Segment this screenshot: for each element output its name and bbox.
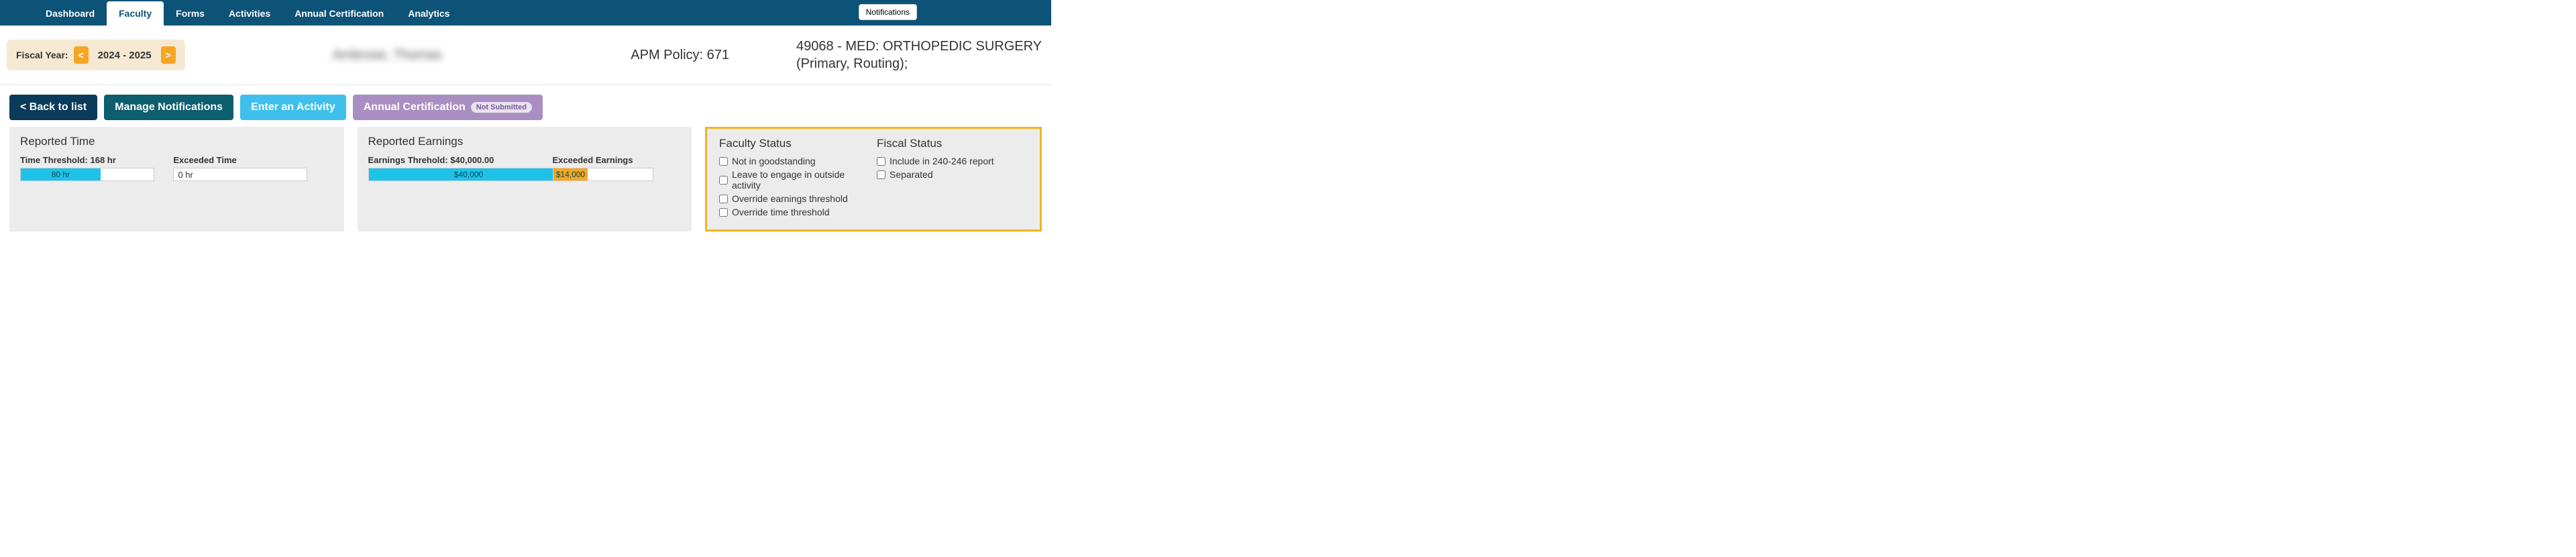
tab-faculty[interactable]: Faculty [107, 1, 164, 26]
tab-analytics[interactable]: Analytics [396, 1, 462, 26]
reported-time-title: Reported Time [20, 135, 333, 148]
faculty-status-check-1[interactable] [719, 176, 728, 185]
exceeded-time-label: Exceeded Time [173, 155, 323, 165]
faculty-status-opt-3[interactable]: Override time threshold [719, 207, 870, 217]
faculty-status-opt-2-label: Override earnings threshold [732, 193, 848, 204]
manage-notifications-button[interactable]: Manage Notifications [104, 95, 233, 120]
exceeded-earnings-bar-fill: $14,000 [553, 168, 588, 181]
exceeded-earnings-label: Exceeded Earnings [553, 155, 672, 165]
panels-row: Reported Time Time Threshold: 168 hr 80 … [0, 127, 1051, 232]
fiscal-status-opt-1-label: Separated [890, 169, 933, 180]
tab-forms[interactable]: Forms [164, 1, 217, 26]
faculty-status-check-0[interactable] [719, 157, 728, 166]
fiscal-year-prev-button[interactable]: < [74, 46, 89, 64]
tab-dashboard[interactable]: Dashboard [34, 1, 107, 26]
fiscal-status-opt-0-label: Include in 240-246 report [890, 156, 994, 166]
time-threshold-block: Time Threshold: 168 hr 80 hr [20, 155, 170, 181]
department-line2: (Primary, Routing); [796, 55, 1044, 72]
fiscal-year-next-button[interactable]: > [161, 46, 176, 64]
time-threshold-bar-fill: 80 hr [21, 168, 101, 181]
annual-certification-status-badge: Not Submitted [471, 102, 532, 113]
faculty-status-opt-0[interactable]: Not in goodstanding [719, 156, 870, 166]
content-wrap: Dashboard Faculty Forms Activities Annua… [0, 0, 1051, 232]
fiscal-status-title: Fiscal Status [877, 137, 1028, 150]
action-bar: < Back to list Manage Notifications Ente… [0, 85, 1051, 127]
department-line1: 49068 - MED: ORTHOPEDIC SURGERY [796, 38, 1044, 55]
faculty-status-opt-3-label: Override time threshold [732, 207, 830, 217]
tab-activities[interactable]: Activities [217, 1, 282, 26]
department-block: 49068 - MED: ORTHOPEDIC SURGERY (Primary… [796, 38, 1044, 72]
time-threshold-bar: 80 hr [20, 168, 154, 181]
person-name: Ambrose, Thomas [333, 48, 442, 63]
reported-earnings-panel: Reported Earnings Earnings Threhold: $40… [358, 127, 692, 232]
faculty-status-opt-0-label: Not in goodstanding [732, 156, 816, 166]
tab-annual-certification[interactable]: Annual Certification [282, 1, 396, 26]
fiscal-status-opt-1[interactable]: Separated [877, 169, 1028, 180]
top-nav: Dashboard Faculty Forms Activities Annua… [0, 0, 1051, 26]
faculty-status-opt-2[interactable]: Override earnings threshold [719, 193, 870, 204]
enter-activity-button[interactable]: Enter an Activity [240, 95, 346, 120]
back-to-list-button[interactable]: < Back to list [9, 95, 97, 120]
faculty-status-opt-1-label: Leave to engage in outside activity [732, 169, 870, 191]
status-panel: Faculty Status Not in goodstanding Leave… [705, 127, 1042, 232]
faculty-status-check-2[interactable] [719, 195, 728, 203]
fiscal-year-value: 2024 - 2025 [94, 50, 156, 61]
faculty-status-opt-1[interactable]: Leave to engage in outside activity [719, 169, 870, 191]
notifications-button[interactable]: Notifications [859, 4, 917, 20]
subheader: Fiscal Year: < 2024 - 2025 > Ambrose, Th… [0, 26, 1051, 85]
annual-certification-label: Annual Certification [364, 101, 466, 113]
earnings-threshold-block: Earnings Threhold: $40,000.00 $40,000 [368, 155, 550, 181]
exceeded-time-bar: 0 hr [173, 168, 307, 181]
exceeded-earnings-block: Exceeded Earnings $14,000 [553, 155, 672, 181]
faculty-status-col: Faculty Status Not in goodstanding Leave… [719, 137, 870, 220]
reported-earnings-title: Reported Earnings [368, 135, 682, 148]
page-root: Dashboard Faculty Forms Activities Annua… [0, 0, 2576, 557]
annual-certification-button[interactable]: Annual Certification Not Submitted [353, 95, 543, 120]
earnings-threshold-bar-fill: $40,000 [369, 168, 569, 181]
fiscal-status-check-0[interactable] [877, 157, 885, 166]
exceeded-earnings-bar: $14,000 [553, 168, 653, 181]
faculty-status-title: Faculty Status [719, 137, 870, 150]
fiscal-status-opt-0[interactable]: Include in 240-246 report [877, 156, 1028, 166]
exceeded-time-block: Exceeded Time 0 hr [173, 155, 323, 181]
fiscal-status-check-1[interactable] [877, 170, 885, 179]
exceeded-time-value: 0 hr [174, 170, 193, 180]
fiscal-status-col: Fiscal Status Include in 240-246 report … [877, 137, 1028, 220]
apm-policy-label: APM Policy: 671 [631, 48, 729, 63]
earnings-threshold-bar: $40,000 [368, 168, 570, 181]
fiscal-year-selector: Fiscal Year: < 2024 - 2025 > [7, 40, 185, 70]
reported-time-panel: Reported Time Time Threshold: 168 hr 80 … [9, 127, 344, 232]
nav-tabs: Dashboard Faculty Forms Activities Annua… [34, 0, 462, 26]
fiscal-year-label: Fiscal Year: [16, 50, 68, 60]
earnings-threshold-label: Earnings Threhold: $40,000.00 [368, 155, 550, 165]
time-threshold-label: Time Threshold: 168 hr [20, 155, 170, 165]
faculty-status-check-3[interactable] [719, 208, 728, 217]
